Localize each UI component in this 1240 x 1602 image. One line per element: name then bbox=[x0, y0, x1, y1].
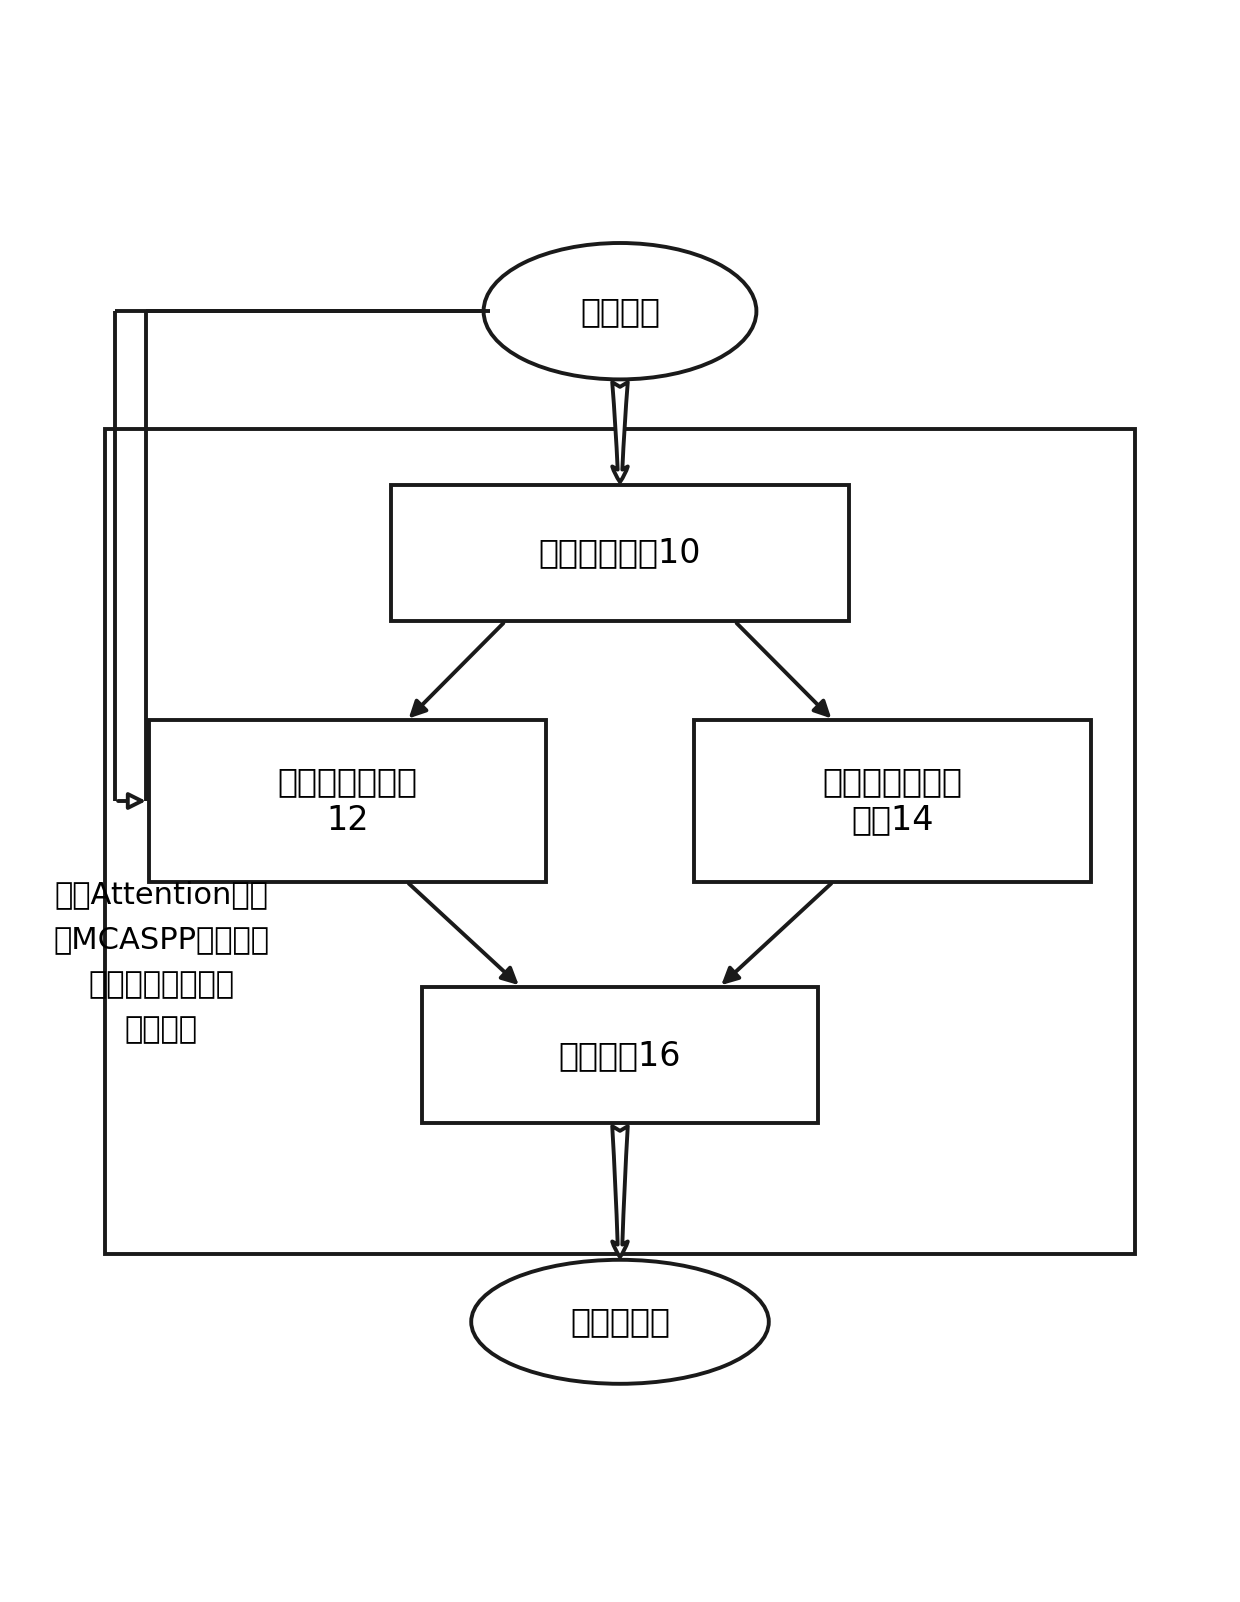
Bar bbox=[105, 429, 1135, 1254]
Text: 输入图像: 输入图像 bbox=[580, 295, 660, 328]
Ellipse shape bbox=[484, 244, 756, 380]
Ellipse shape bbox=[471, 1259, 769, 1384]
Text: 特征提取模块10: 特征提取模块10 bbox=[538, 537, 702, 569]
Bar bbox=[149, 721, 546, 881]
Bar bbox=[694, 721, 1091, 881]
Text: 注意力映射模块
12: 注意力映射模块 12 bbox=[278, 766, 417, 836]
Text: 多尺度空洞卷积
模块14: 多尺度空洞卷积 模块14 bbox=[823, 766, 962, 836]
Text: 预测概率图: 预测概率图 bbox=[570, 1306, 670, 1338]
Bar bbox=[391, 485, 849, 622]
Bar bbox=[422, 987, 818, 1123]
Text: 输出模块16: 输出模块16 bbox=[559, 1038, 681, 1072]
Text: 基于Attention机制
的MCASPP神经网络
眼底图像视杯视盘
分割模型: 基于Attention机制 的MCASPP神经网络 眼底图像视杯视盘 分割模型 bbox=[53, 879, 269, 1045]
